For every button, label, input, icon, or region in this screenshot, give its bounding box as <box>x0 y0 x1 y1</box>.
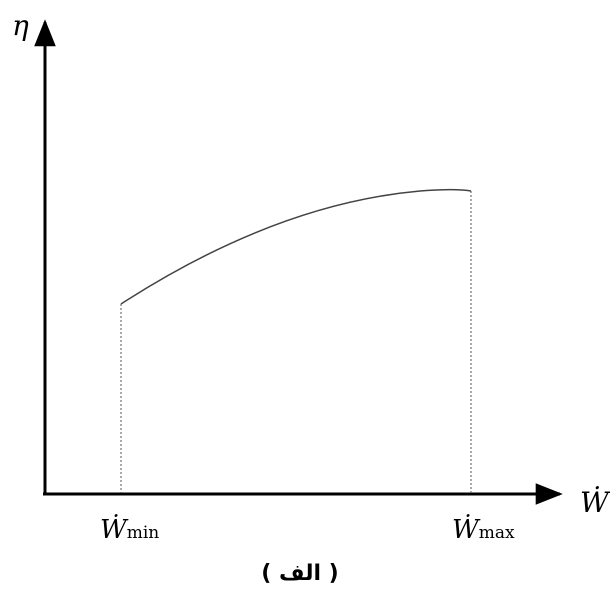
efficiency-curve <box>120 188 472 305</box>
tick-symbol: Ẇ <box>100 514 129 545</box>
x-tick-label: Ẇmin <box>100 514 159 545</box>
tick-subscript: max <box>479 523 515 543</box>
caption: ( الف ) <box>261 561 338 586</box>
x-axis-label: Ẇ <box>580 486 610 519</box>
tick-subscript: min <box>127 523 160 543</box>
y-axis-label: η <box>12 9 29 42</box>
x-tick-label: Ẇmax <box>452 514 515 545</box>
tick-symbol: Ẇ <box>452 514 481 545</box>
